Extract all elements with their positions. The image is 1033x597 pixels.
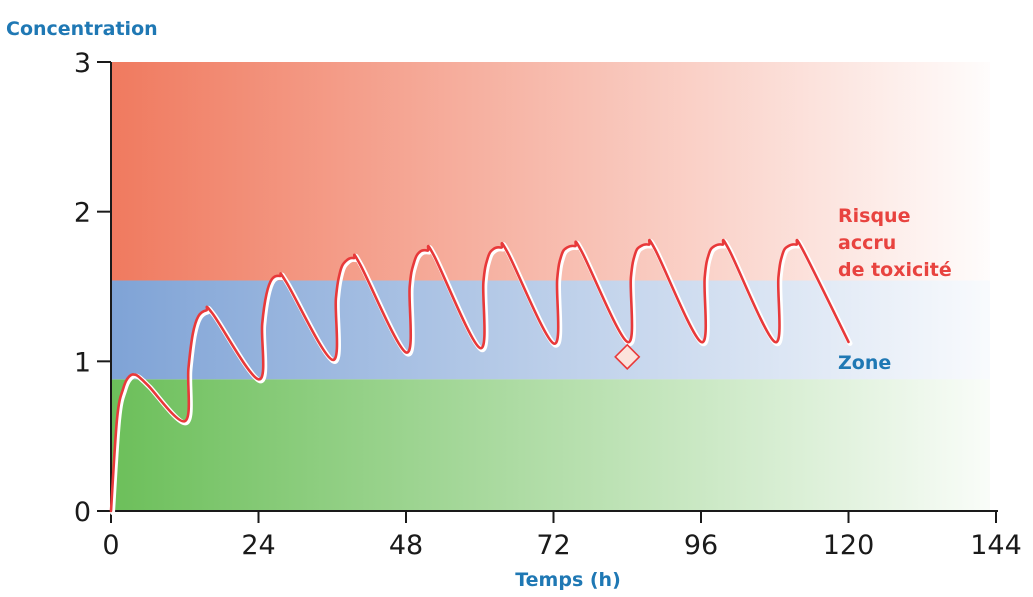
x-ticks: 0 24 48 72 96 120 144 (102, 511, 1022, 561)
x-tick-label: 72 (536, 530, 570, 561)
x-tick-label: 96 (684, 530, 718, 561)
x-tick-label: 120 (823, 530, 875, 561)
toxicity-label-line-3: de toxicité (838, 259, 952, 281)
zone-label: Zone (838, 352, 891, 374)
toxicity-label-line-1: Risque (838, 205, 910, 227)
toxicity-label-line-2: accru (838, 232, 896, 254)
x-tick-label: 0 (102, 530, 119, 561)
zone-bands (111, 62, 990, 511)
y-ticks: 0 1 2 3 (74, 48, 111, 528)
y-tick-label: 2 (74, 198, 91, 229)
y-tick-label: 1 (74, 347, 91, 378)
zone-band-therapeutic-low (111, 379, 990, 511)
series-line (109, 238, 850, 513)
x-tick-label: 24 (241, 530, 275, 561)
x-axis-title: Temps (h) (515, 569, 621, 591)
y-tick-label: 3 (74, 48, 91, 79)
axes: 0 1 2 3 0 24 48 72 96 120 144 (74, 48, 1022, 561)
series-layer (109, 238, 853, 515)
annotation-layer (614, 343, 641, 370)
y-axis-title: Concentration (6, 18, 158, 40)
diamond-marker (614, 343, 641, 370)
x-tick-label: 48 (389, 530, 423, 561)
x-tick-label: 144 (970, 530, 1022, 561)
y-tick-label: 0 (74, 497, 91, 528)
zone-band-toxicity (111, 62, 990, 281)
